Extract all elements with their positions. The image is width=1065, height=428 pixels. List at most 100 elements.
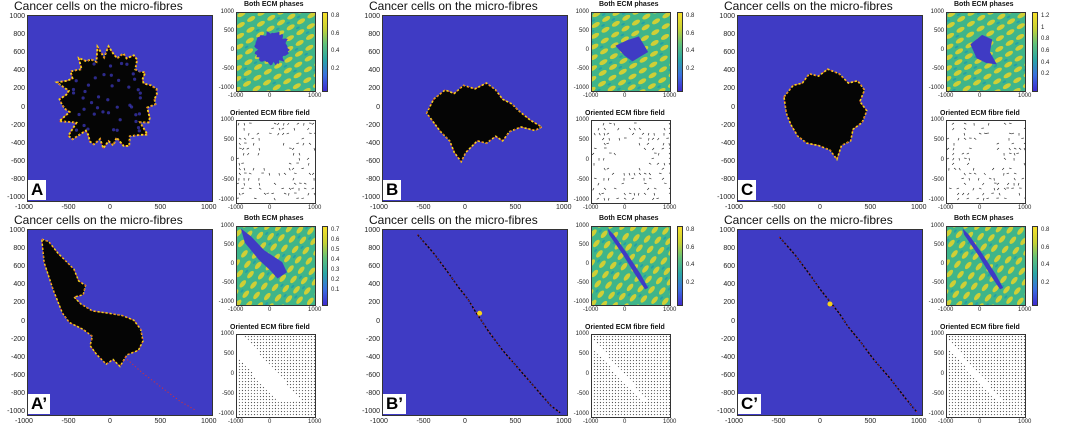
fibre-segment bbox=[647, 353, 649, 356]
fibre-segment bbox=[280, 356, 283, 359]
fibre-segment bbox=[1002, 389, 1005, 392]
ecm-y-tick-label: 500 bbox=[933, 242, 944, 248]
fibre-segment bbox=[960, 344, 963, 347]
fibre-segment bbox=[647, 413, 650, 416]
fibre-segment bbox=[259, 335, 262, 338]
fibre-plot bbox=[236, 120, 316, 204]
fibre-y-tick-label: 500 bbox=[223, 351, 234, 357]
fibre-segment bbox=[668, 401, 670, 404]
fibre-segment bbox=[665, 350, 667, 353]
fibre-segment bbox=[238, 383, 241, 386]
fibre-segment bbox=[641, 401, 644, 404]
fibre-segment bbox=[659, 389, 662, 392]
ecm-fibre bbox=[246, 26, 255, 33]
fibre-segment bbox=[596, 371, 599, 374]
fibre-segment bbox=[668, 362, 670, 365]
fibre-segment bbox=[286, 372, 289, 374]
fibre-segment bbox=[617, 389, 620, 392]
fibre-segment bbox=[975, 354, 978, 356]
x-tick-label: 1000 bbox=[556, 204, 572, 211]
fibre-segment bbox=[996, 142, 1000, 145]
ecm-x-tick-label: 1000 bbox=[1018, 93, 1032, 99]
fibre-segment bbox=[658, 172, 662, 175]
fibre-segment bbox=[280, 347, 283, 350]
ecm-fibre bbox=[956, 26, 965, 33]
fibre-segment bbox=[1011, 353, 1014, 356]
ecm-fibre bbox=[596, 250, 603, 258]
fibre-segment bbox=[1023, 142, 1025, 145]
fibre-segment bbox=[310, 365, 313, 368]
fibre-segment bbox=[599, 365, 602, 368]
y-tick-label: 200 bbox=[13, 299, 25, 307]
fibre-segment bbox=[650, 410, 653, 413]
fibre-segment bbox=[282, 142, 285, 146]
ecm-fibre bbox=[976, 25, 985, 32]
fibre-segment bbox=[241, 395, 244, 398]
fibre-segment bbox=[599, 338, 602, 341]
ecm-fibre bbox=[600, 300, 608, 305]
fibre-segment bbox=[638, 368, 641, 371]
fibre-segment bbox=[283, 401, 286, 404]
fibre-segment bbox=[952, 157, 955, 161]
x-tick-label: -1000 bbox=[370, 418, 388, 425]
fibre-segment bbox=[1008, 411, 1011, 413]
fibre-segment bbox=[1002, 351, 1005, 353]
fibre-segment bbox=[286, 357, 289, 359]
fibre-segment bbox=[954, 371, 957, 374]
ecm-fibre bbox=[238, 239, 245, 248]
fibre-segment bbox=[244, 365, 247, 368]
fibre-segment bbox=[603, 187, 607, 190]
colorbar-tick-label: 0.2 bbox=[1041, 279, 1050, 286]
fibre-segment bbox=[1020, 344, 1023, 347]
fibre-segment bbox=[623, 407, 626, 410]
fibre-segment bbox=[613, 187, 617, 190]
ecm-fibres bbox=[592, 227, 670, 305]
fibre-segment bbox=[952, 147, 955, 151]
fibre-segment bbox=[653, 380, 656, 383]
fibre-segment bbox=[947, 147, 950, 150]
fibre-segment bbox=[981, 404, 984, 407]
fibre-segment bbox=[626, 401, 629, 404]
fibre-segment bbox=[280, 368, 283, 371]
fibre-segment bbox=[972, 344, 975, 347]
fibre-segment bbox=[1002, 380, 1005, 383]
fibre-segment bbox=[993, 187, 996, 191]
fibre-segment bbox=[629, 389, 632, 392]
fibre-segment bbox=[238, 374, 241, 377]
fibre-segment bbox=[1008, 167, 1012, 169]
fibre-segment bbox=[987, 347, 990, 350]
fibre-segment bbox=[656, 365, 659, 368]
fibre-segment bbox=[981, 362, 983, 365]
fibre-segment bbox=[1023, 392, 1025, 395]
fibre-y-tick-label: 0 bbox=[230, 157, 234, 163]
fibre-segment bbox=[626, 371, 629, 374]
ecm-fibre bbox=[256, 302, 263, 305]
ecm-fibre-teal bbox=[592, 30, 595, 33]
ecm-fibre bbox=[294, 256, 302, 264]
fibre-segment bbox=[659, 341, 662, 344]
ecm-fibre-teal bbox=[947, 238, 950, 242]
fibre-segment bbox=[638, 410, 641, 413]
fibre-segment bbox=[287, 122, 290, 126]
y-tick-label: 0 bbox=[21, 103, 25, 111]
fibre-segment bbox=[256, 410, 259, 413]
fibre-segment bbox=[623, 356, 626, 359]
fibre-segment bbox=[623, 341, 626, 344]
fibre-segment bbox=[990, 377, 993, 380]
colorbar-tick-label: 0.8 bbox=[1041, 227, 1050, 233]
fibre-segment bbox=[253, 344, 256, 347]
ecm-fibre-teal bbox=[275, 27, 280, 31]
fibre-segment bbox=[289, 344, 291, 347]
ecm-fibre bbox=[295, 40, 304, 46]
fibre-segment bbox=[641, 389, 644, 392]
fibre-segment bbox=[999, 344, 1002, 347]
fibre-segment bbox=[1002, 386, 1005, 389]
fibre-segment bbox=[599, 335, 602, 338]
ecm-fibre bbox=[647, 83, 656, 90]
ecm-fibre bbox=[651, 29, 660, 36]
ecm-y-tick-label: -500 bbox=[576, 280, 589, 286]
fibre-segment bbox=[665, 338, 668, 341]
fibre-segment bbox=[292, 362, 295, 365]
fibre-x-tick-label: 1000 bbox=[663, 205, 677, 211]
ecm-fibre bbox=[649, 61, 658, 68]
